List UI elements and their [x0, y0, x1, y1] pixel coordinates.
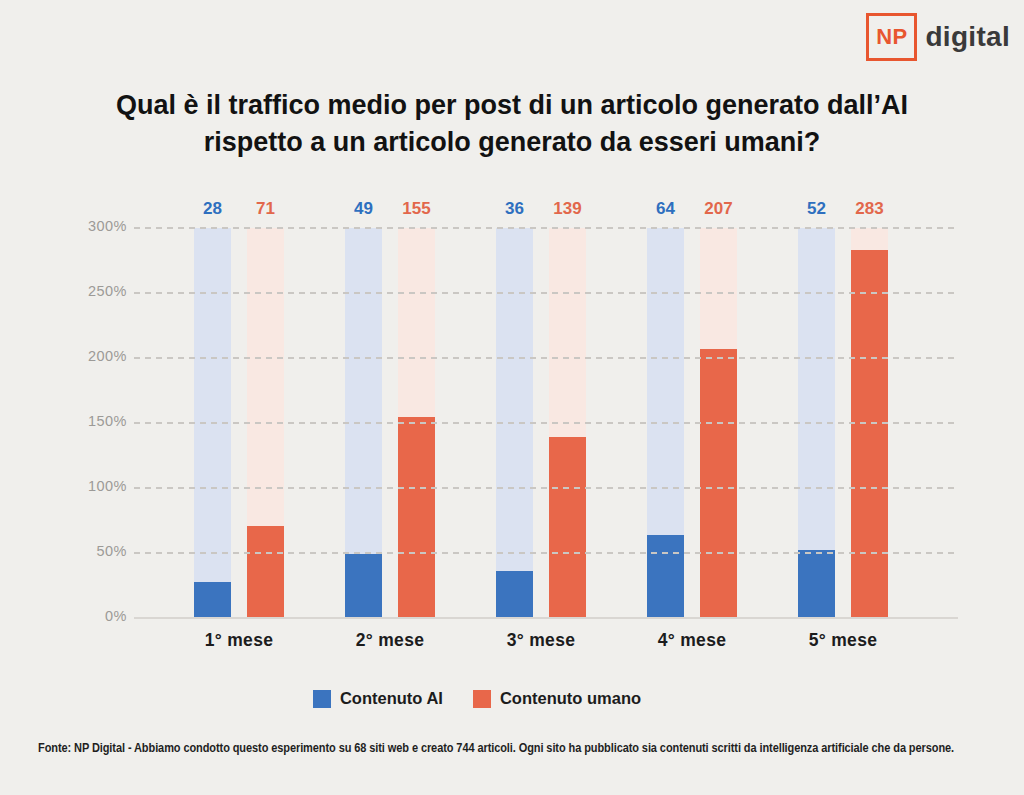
x-axis-label-month-5: 5° mese — [768, 630, 918, 651]
legend-swatch-ai — [313, 690, 331, 708]
bar-ai-month-4 — [647, 535, 684, 618]
value-label-ai-month-5: 52 — [786, 199, 847, 219]
chart-legend: Contenuto AI Contenuto umano — [0, 689, 989, 708]
gridline-200% — [134, 357, 958, 359]
x-axis-label-month-2: 2° mese — [315, 630, 465, 651]
bar-ai-month-3 — [496, 571, 533, 618]
gridline-250% — [134, 292, 958, 294]
bar-chart: 0% 50% 100% 150% 200% 250% 300% 2871 1° mese 4915… — [0, 0, 1024, 795]
bar-human-month-3 — [549, 437, 586, 618]
gridline-100% — [134, 487, 958, 489]
y-axis-label-0%: 0% — [57, 608, 127, 624]
x-axis-label-month-1: 1° mese — [164, 630, 314, 651]
value-label-human-month-2: 155 — [386, 199, 447, 219]
bar-human-month-1 — [247, 526, 284, 618]
y-axis-label-150%: 150% — [57, 413, 127, 429]
legend-swatch-human — [473, 690, 491, 708]
y-axis-label-200%: 200% — [57, 348, 127, 364]
value-label-human-month-3: 139 — [537, 199, 598, 219]
bar-human-month-5 — [851, 250, 888, 618]
y-axis-label-50%: 50% — [57, 543, 127, 559]
y-axis-label-300%: 300% — [57, 218, 127, 234]
bar-human-month-4 — [700, 349, 737, 618]
bar-ai-month-1 — [194, 582, 231, 618]
y-axis-label-100%: 100% — [57, 478, 127, 494]
gridline-50% — [134, 552, 958, 554]
value-label-ai-month-4: 64 — [635, 199, 696, 219]
legend-label-ai: Contenuto AI — [340, 689, 443, 708]
value-label-human-month-5: 283 — [839, 199, 900, 219]
legend-label-human: Contenuto umano — [500, 689, 641, 708]
gridline-300% — [134, 227, 958, 229]
bar-human-month-2 — [398, 417, 435, 619]
value-label-ai-month-3: 36 — [484, 199, 545, 219]
x-axis-label-month-4: 4° mese — [617, 630, 767, 651]
value-label-ai-month-2: 49 — [333, 199, 394, 219]
x-axis-line — [134, 617, 958, 619]
bar-ai-month-5 — [798, 550, 835, 618]
x-axis-label-month-3: 3° mese — [466, 630, 616, 651]
value-label-human-month-1: 71 — [235, 199, 296, 219]
value-label-human-month-4: 207 — [688, 199, 749, 219]
bar-ai-month-2 — [345, 554, 382, 618]
y-axis-label-250%: 250% — [57, 283, 127, 299]
value-label-ai-month-1: 28 — [182, 199, 243, 219]
gridline-150% — [134, 422, 958, 424]
source-note: Fonte: NP Digital - Abbiamo condotto que… — [38, 741, 954, 755]
